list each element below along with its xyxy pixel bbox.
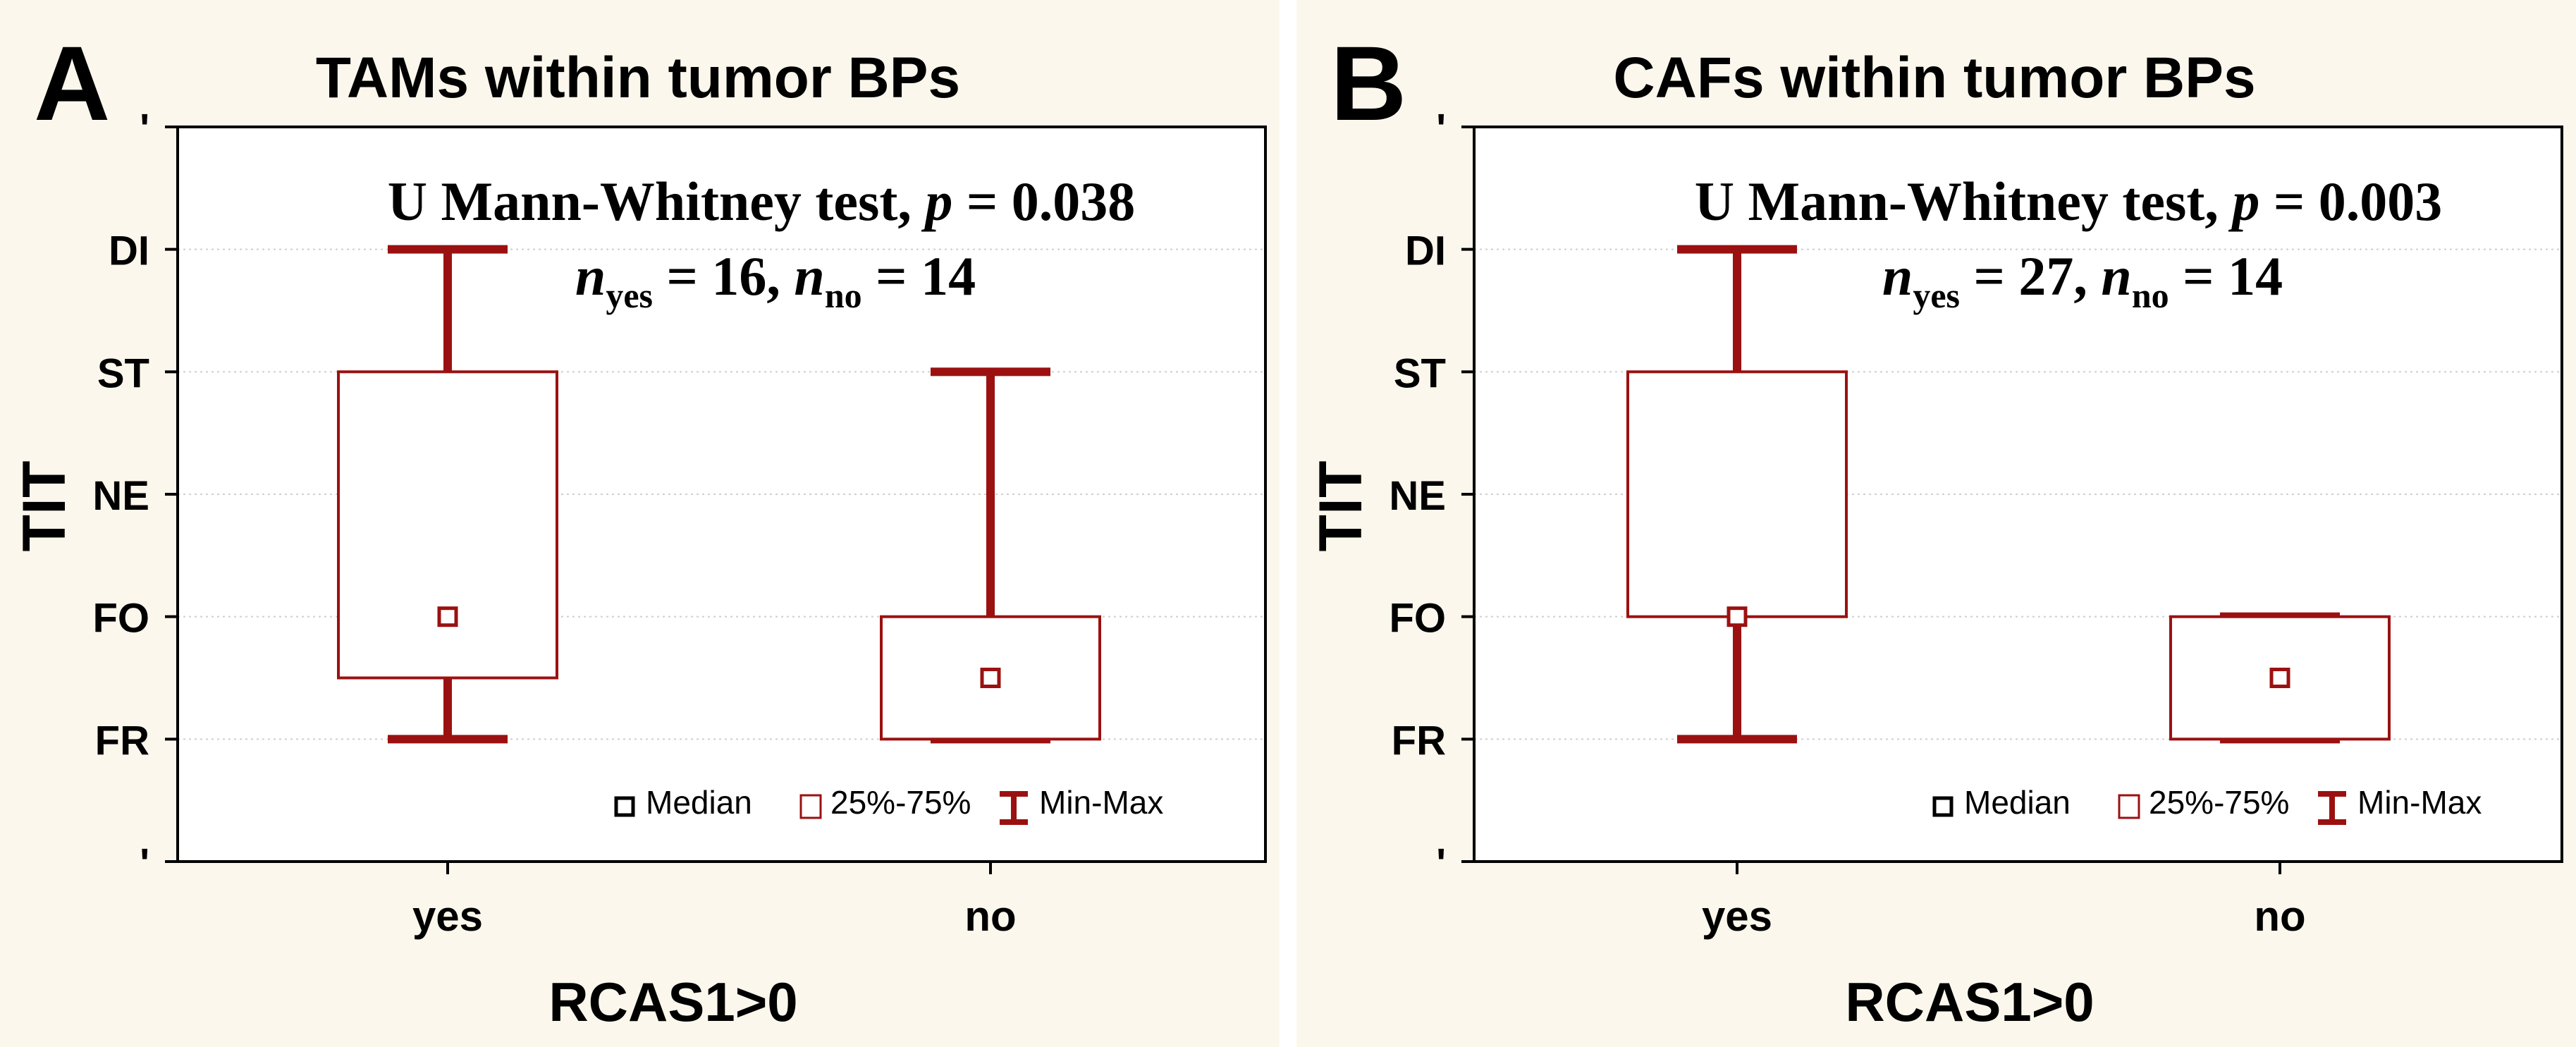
y-tick-label: NE — [1389, 473, 1446, 519]
x-tick-label: no — [964, 893, 1016, 940]
median-marker — [437, 606, 458, 627]
plot-frame — [176, 125, 1267, 863]
legend-box-icon — [2118, 794, 2140, 819]
y-tick-label: FO — [92, 596, 149, 642]
p-value: = 0.038 — [952, 171, 1135, 232]
y-axis-label: TIT — [11, 461, 78, 552]
n-yes-subscript: yes — [606, 276, 653, 315]
y-tick-label: FO — [1389, 596, 1446, 642]
y-tick-label: DI — [109, 228, 149, 274]
p-symbol: p — [2228, 171, 2259, 232]
x-axis-label: RCAS1>0 — [548, 971, 797, 1033]
chart-title: TAMs within tumor BPs — [316, 46, 960, 110]
p-symbol: p — [921, 171, 952, 232]
panel-letter: A — [34, 24, 110, 142]
x-tick-label: yes — [412, 893, 483, 940]
legend-median-label: Median — [1964, 784, 2071, 821]
legend-median-icon — [614, 796, 635, 817]
n-no-value: = 14 — [862, 245, 976, 307]
legend: Median 25%-75% Min-Max — [1932, 784, 2482, 825]
panel-letter: B — [1330, 24, 1406, 142]
x-axis-label: RCAS1>0 — [1845, 971, 2094, 1033]
n-no-subscript: no — [825, 276, 862, 315]
y-tick-label: ST — [97, 350, 149, 396]
plot-frame — [1473, 125, 2563, 863]
chart-title: CAFs within tumor BPs — [1613, 46, 2255, 110]
x-tick-label: yes — [1702, 893, 1772, 940]
stat-test-label: U Mann-Whitney test, p = 0.038 — [388, 171, 1136, 232]
legend-whisker-icon — [1000, 791, 1028, 825]
y-tick-label: ' — [140, 840, 149, 886]
y-tick-label: FR — [1392, 718, 1446, 764]
median-marker — [1726, 606, 1748, 627]
box-group-no — [2169, 612, 2391, 744]
x-tick-label: no — [2254, 893, 2305, 940]
legend-whisker-label: Min-Max — [1039, 784, 1163, 821]
legend-box-label: 25%-75% — [830, 784, 971, 821]
n-yes-value: = 16, — [653, 245, 794, 307]
n-symbol: n — [2101, 245, 2131, 307]
box-group-no — [880, 367, 1101, 744]
y-tick-label: ST — [1394, 350, 1446, 396]
n-symbol: n — [575, 245, 606, 307]
legend-box-icon — [799, 794, 822, 819]
n-symbol: n — [1882, 245, 1913, 307]
y-axis-label: TIT — [1307, 461, 1375, 552]
iqr-box — [337, 370, 558, 680]
y-tick-label: ' — [140, 106, 149, 152]
y-tick-label: ' — [1436, 840, 1446, 886]
panel-a: A TAMs within tumor BPs ' FR FO NE ST DI ' yes no R… — [0, 0, 1280, 1047]
y-tick-label: NE — [92, 473, 149, 519]
box-plot-chart-a: A TAMs within tumor BPs ' FR FO NE ST DI ' yes no R… — [0, 0, 1280, 1047]
n-yes-value: = 27, — [1960, 245, 2101, 307]
median-marker — [980, 668, 1001, 688]
n-yes-subscript: yes — [1913, 276, 1960, 315]
y-tick-label: ' — [1436, 106, 1446, 152]
n-symbol: n — [794, 245, 824, 307]
sample-size-label: nyes = 16, nno = 14 — [575, 245, 976, 315]
legend-box-label: 25%-75% — [2149, 784, 2289, 821]
panel-b: B CAFs within tumor BPs ' FR FO NE ST DI ' yes no R… — [1296, 0, 2576, 1047]
stat-test-label: U Mann-Whitney test, p = 0.003 — [1695, 171, 2443, 232]
box-group-yes — [337, 245, 558, 744]
legend-median-label: Median — [646, 784, 752, 821]
y-tick-label: FR — [95, 718, 149, 764]
legend: Median 25%-75% Min-Max — [614, 784, 1163, 825]
p-value: = 0.003 — [2259, 171, 2442, 232]
legend-median-icon — [1932, 796, 1954, 817]
box-plot-chart-b: B CAFs within tumor BPs ' FR FO NE ST DI ' yes no R… — [1296, 0, 2576, 1047]
box-group-yes — [1626, 245, 1848, 744]
median-marker — [2269, 668, 2290, 688]
iqr-box — [1626, 370, 1848, 618]
legend-whisker-icon — [2318, 791, 2346, 825]
n-no-value: = 14 — [2169, 245, 2283, 307]
sample-size-label: nyes = 27, nno = 14 — [1882, 245, 2283, 315]
legend-whisker-label: Min-Max — [2357, 784, 2482, 821]
n-no-subscript: no — [2132, 276, 2169, 315]
y-tick-label: DI — [1405, 228, 1446, 274]
